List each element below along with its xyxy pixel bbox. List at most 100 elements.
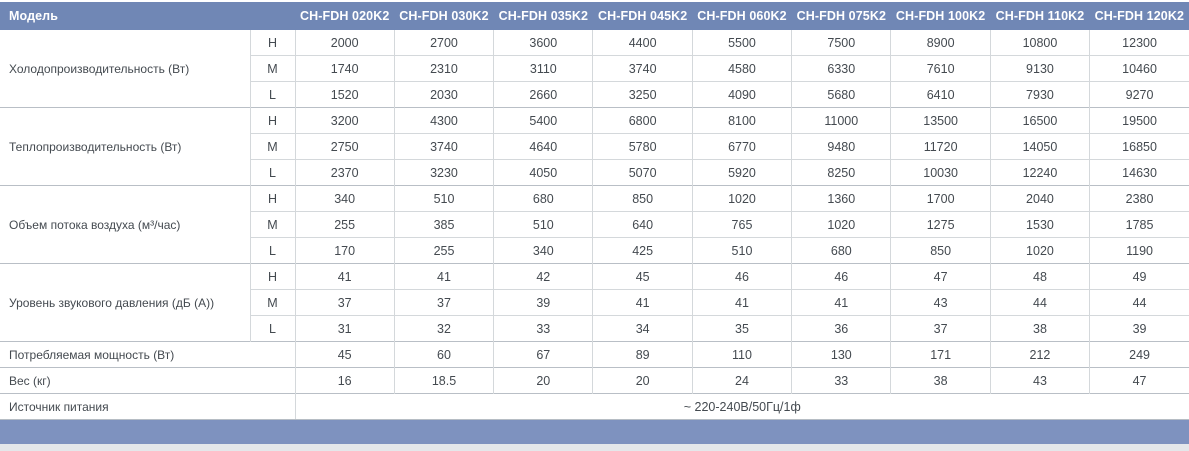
spec-value: 1190 (1089, 237, 1189, 264)
spec-value: 5500 (691, 30, 792, 56)
spec-row: Холодопроизводительность (Вт) H 2000 2700 36… (0, 30, 1189, 76)
spec-value: 44 (1089, 289, 1189, 316)
spec-row: L 170 255 340 425 510 680 850 1020 1190 (0, 237, 1189, 264)
spec-value: 6410 (890, 81, 991, 108)
spec-row-label: Потребляемая мощность (Вт) (0, 341, 295, 368)
spec-value: 6800 (592, 107, 693, 134)
spec-value: 38 (989, 315, 1090, 342)
fan-speed-label: L (249, 159, 295, 186)
spec-value: 3200 (294, 107, 395, 134)
spec-row: Источник питания ~ 220-240В/50Гц/1ф (0, 393, 1189, 420)
spec-value: 39 (1089, 315, 1189, 342)
spec-value: 14050 (989, 133, 1090, 160)
spec-value: 10460 (1089, 55, 1189, 82)
spec-row: Потребляемая мощность (Вт) 45 60 67 89 110 130… (0, 341, 1189, 368)
spec-value: 5920 (691, 159, 792, 186)
spec-value: 255 (393, 237, 494, 264)
spec-value: 37 (393, 289, 494, 316)
spec-value: 3740 (393, 133, 494, 160)
spec-value: 18.5 (393, 367, 494, 394)
spec-value: 16500 (989, 107, 1090, 134)
spec-value: 43 (989, 367, 1090, 394)
spec-value: 850 (592, 185, 693, 212)
fan-speed-label: H (249, 30, 295, 56)
spec-value: 3740 (592, 55, 693, 82)
spec-value: 4090 (691, 81, 792, 108)
spec-value: 33 (791, 367, 891, 394)
fan-speed-label: H (249, 107, 295, 134)
spec-value: 510 (691, 237, 792, 264)
spec-value: 3600 (493, 30, 593, 56)
spec-span-value: ~ 220-240В/50Гц/1ф (294, 393, 1189, 420)
spec-value: 41 (294, 263, 395, 290)
spec-value: 4580 (691, 55, 792, 82)
spec-value: 1785 (1089, 211, 1189, 238)
spec-value: 16850 (1089, 133, 1189, 160)
spec-value: 3230 (393, 159, 494, 186)
spec-value: 41 (791, 289, 891, 316)
model-column-title: Модель (0, 2, 295, 30)
spec-value: 212 (989, 341, 1090, 368)
spec-row: L 1520 2030 2660 3250 4090 5680 6410 7930 9270 (0, 81, 1189, 108)
spec-value: 42 (493, 263, 593, 290)
spec-value: 110 (691, 341, 792, 368)
spec-value: 12300 (1089, 30, 1189, 56)
spec-value: 11720 (890, 133, 991, 160)
spec-value: 2030 (393, 81, 494, 108)
header-row: Модель CH-FDH 020K2 CH-FDH 030K2 CH-FDH 03… (0, 2, 1189, 30)
spec-value: 850 (890, 237, 991, 264)
spec-value: 31 (294, 315, 395, 342)
spec-value: 9270 (1089, 81, 1189, 108)
spec-value: 47 (890, 263, 991, 290)
spec-value: 60 (393, 341, 494, 368)
model-header: CH-FDH 075K2 (791, 2, 891, 30)
spec-value: 24 (691, 367, 792, 394)
spec-value: 2660 (493, 81, 593, 108)
spec-value: 16 (294, 367, 395, 394)
spec-value: 8900 (890, 30, 991, 56)
spec-value: 46 (691, 263, 792, 290)
model-header: CH-FDH 100K2 (890, 2, 991, 30)
spec-value: 32 (393, 315, 494, 342)
spec-value: 12240 (989, 159, 1090, 186)
spec-value: 4050 (493, 159, 593, 186)
spec-row: Объем потока воздуха (м³/час) H 340 510 680 8… (0, 185, 1189, 264)
spec-value: 34 (592, 315, 693, 342)
spec-value: 5070 (592, 159, 693, 186)
spec-value: 11000 (791, 107, 891, 134)
spec-row-label: Холодопроизводительность (Вт) (9, 61, 190, 76)
spec-value: 4640 (493, 133, 593, 160)
spec-row: M 1740 2310 3110 3740 4580 6330 7610 9130 10460 (0, 55, 1189, 82)
model-header: CH-FDH 045K2 (592, 2, 693, 30)
spec-value: 13500 (890, 107, 991, 134)
spec-value: 20 (493, 367, 593, 394)
spec-value: 1530 (989, 211, 1090, 238)
spec-value: 10030 (890, 159, 991, 186)
spec-value: 6330 (791, 55, 891, 82)
spec-value: 510 (393, 185, 494, 212)
spec-row: Вес (кг) 16 18.5 20 20 24 33 38 43 47 (0, 367, 1189, 394)
fan-speed-label: M (249, 211, 295, 238)
spec-value: 1520 (294, 81, 395, 108)
spec-row: Уровень звукового давления (дБ (А)) H 41 41… (0, 263, 1189, 342)
spec-value: 1275 (890, 211, 991, 238)
spec-row: M 255 385 510 640 765 1020 1275 1530 1785 (0, 211, 1189, 238)
spec-value: 19500 (1089, 107, 1189, 134)
model-header: CH-FDH 110K2 (990, 2, 1090, 30)
spec-value: 249 (1089, 341, 1189, 368)
spec-row-label: Теплопроизводительность (Вт) (0, 107, 250, 186)
spec-table: Модель CH-FDH 020K2 CH-FDH 030K2 CH-FDH 03… (0, 2, 1189, 420)
spec-value: 4300 (393, 107, 494, 134)
spec-value: 43 (890, 289, 991, 316)
spec-row: Теплопроизводительность (Вт) H 3200 4300 540… (0, 107, 1189, 186)
spec-value: 5780 (592, 133, 693, 160)
spec-value: 9130 (989, 55, 1090, 82)
spec-value: 45 (592, 263, 693, 290)
spec-value: 3110 (493, 55, 593, 82)
spec-value: 2700 (393, 30, 494, 56)
spec-value: 130 (791, 341, 891, 368)
spec-value: 7610 (890, 55, 991, 82)
spec-value: 1700 (890, 185, 991, 212)
spec-value: 1740 (294, 55, 395, 82)
spec-value: 340 (493, 237, 593, 264)
